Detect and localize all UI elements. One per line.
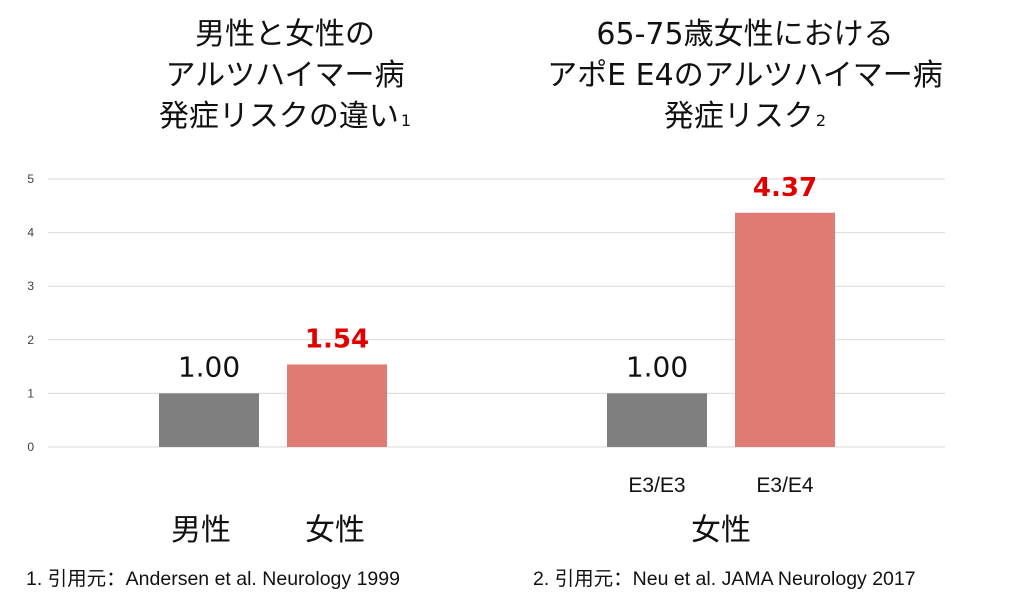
group-label-male: 男性: [171, 513, 231, 548]
group-label-female: 女性: [305, 513, 365, 548]
bar: [735, 212, 835, 447]
x-tick-label: E3/E3: [628, 474, 685, 497]
y-tick-label: 4: [27, 226, 34, 240]
right-title-line-3: 発症リスク 2: [505, 96, 985, 137]
bar: [159, 393, 259, 447]
data-label: 1.54: [305, 324, 369, 354]
y-tick-label: 1: [27, 386, 34, 400]
left-title-ref: 1: [400, 111, 412, 130]
group-label-female-apoe: 女性: [691, 513, 751, 548]
data-label: 4.37: [753, 173, 817, 203]
right-title-line-2: アポE E4のアルツハイマー病: [547, 58, 943, 93]
y-tick-label: 5: [27, 172, 34, 186]
bar: [607, 393, 707, 447]
footnote-right: 2. 引用元：Neu et al. JAMA Neurology 2017: [533, 568, 916, 590]
y-tick-label: 3: [27, 279, 34, 293]
data-label: 1.00: [178, 350, 240, 383]
x-tick-label: E3/E4: [756, 474, 814, 497]
data-label: 1.00: [626, 350, 688, 383]
right-title-line-3-text: 発症リスク: [663, 99, 814, 134]
y-tick-label: 0: [27, 440, 34, 454]
left-title-line-3-text: 発症リスクの違い: [158, 99, 399, 134]
right-title-line-1: 65-75歳女性における: [596, 17, 894, 52]
footnote-left: 1. 引用元：Andersen et al. Neurology 1999: [26, 568, 400, 590]
bar: [287, 364, 387, 447]
right-chart-title: 65-75歳女性における アポE E4のアルツハイマー病 発症リスク 2: [505, 14, 985, 137]
left-title-line-3: 発症リスクの違い 1: [95, 96, 475, 137]
left-chart-title: 男性と女性の アルツハイマー病 発症リスクの違い 1: [95, 14, 475, 137]
y-tick-label: 2: [27, 333, 34, 347]
left-title-line-1: 男性と女性の: [195, 17, 375, 52]
right-title-ref: 2: [815, 111, 827, 130]
left-title-line-2: アルツハイマー病: [165, 58, 405, 93]
